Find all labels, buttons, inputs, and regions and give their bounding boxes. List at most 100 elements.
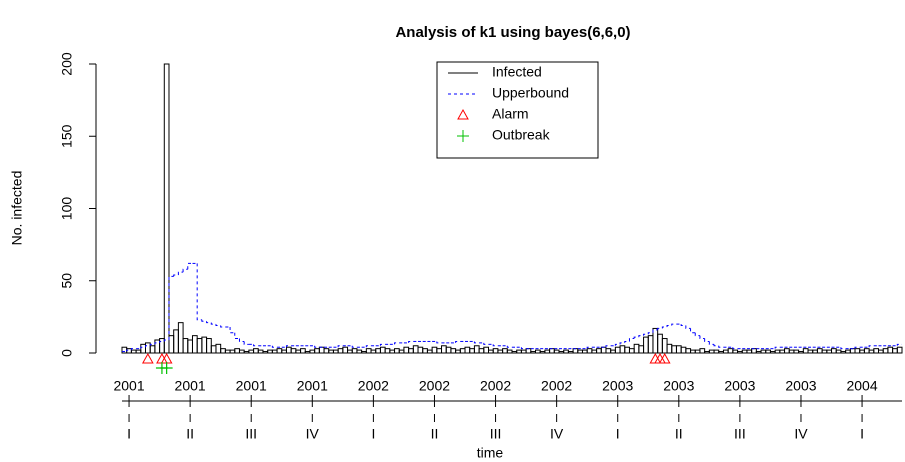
upperbound-step [840, 347, 846, 350]
bar [337, 348, 344, 354]
bar [210, 345, 217, 354]
bar [722, 349, 729, 354]
bar [577, 349, 583, 354]
bar [342, 346, 349, 354]
bar [831, 348, 837, 354]
upperbound-step [220, 325, 226, 328]
upperbound-step [614, 343, 621, 346]
y-tick-label: 150 [59, 124, 75, 148]
upperbound-step [238, 338, 245, 342]
bar [727, 348, 734, 354]
bar [304, 351, 311, 354]
upperbound-step [455, 340, 461, 343]
bar [624, 346, 630, 354]
upperbound-step [605, 345, 611, 348]
upperbound-step [187, 262, 193, 270]
bar [177, 322, 184, 354]
bar [285, 346, 292, 354]
upperbound-step [234, 332, 240, 340]
upperbound-step [126, 349, 132, 352]
upperbound-step [694, 332, 700, 337]
bar [398, 349, 405, 354]
bar [375, 348, 381, 354]
upperbound-step [619, 342, 625, 345]
bar [586, 348, 593, 354]
upperbound-step [652, 329, 658, 333]
quarter-tick-label: I [371, 426, 375, 442]
bar [422, 348, 428, 354]
bar [450, 348, 457, 354]
bar [666, 343, 673, 354]
bar [347, 349, 353, 354]
bar [652, 327, 659, 354]
bar [614, 346, 621, 354]
bar [685, 348, 692, 354]
upperbound-step [130, 348, 137, 351]
bar [765, 349, 771, 354]
upperbound-step [680, 324, 686, 327]
bar [798, 351, 804, 354]
quarter-tick-label: III [245, 426, 257, 442]
bar [445, 346, 452, 354]
bar [511, 351, 518, 354]
bar [309, 349, 316, 354]
bar [661, 338, 668, 354]
legend-label: Infected [492, 64, 542, 80]
legend-box [436, 61, 599, 159]
bar [633, 343, 640, 354]
bar [502, 348, 508, 354]
bar [816, 348, 823, 354]
bar [558, 351, 565, 354]
x-axis-label: time [477, 445, 504, 461]
upperbound-step [628, 338, 635, 342]
bar [455, 349, 461, 354]
upperbound-step [868, 345, 874, 348]
x-tick-label: 2001 [113, 378, 144, 394]
bar [469, 348, 475, 354]
bar [140, 343, 146, 354]
bar [539, 351, 546, 354]
bar [314, 348, 320, 354]
upperbound-step [854, 346, 860, 349]
bar [896, 346, 903, 354]
upperbound-step [154, 342, 160, 345]
quarter-tick-label: II [675, 426, 683, 442]
bar [549, 348, 555, 354]
x-tick-label: 2003 [602, 378, 633, 394]
x-tick-label: 2003 [724, 378, 755, 394]
quarter-tick-label: III [734, 426, 746, 442]
upperbound-step [774, 346, 780, 349]
upperbound-step [196, 263, 202, 321]
y-tick-label: 50 [59, 273, 75, 289]
quarter-tick-label: I [860, 426, 864, 442]
bar [234, 348, 240, 354]
bar [441, 345, 447, 354]
bar [699, 348, 706, 354]
bar [845, 349, 851, 354]
bar [215, 343, 222, 354]
bar [849, 348, 856, 354]
bar [238, 349, 245, 354]
bar [379, 346, 386, 354]
upperbound-step [896, 343, 902, 346]
upperbound-step [666, 325, 672, 327]
upperbound-step [243, 341, 249, 345]
bar [276, 348, 283, 354]
bar [253, 348, 259, 354]
bar [323, 348, 330, 354]
bar [882, 348, 889, 354]
upperbound-step [140, 346, 146, 349]
bar [497, 349, 504, 354]
x-tick-label: 2001 [297, 378, 328, 394]
bar [605, 348, 612, 354]
bar [290, 348, 297, 354]
bar [868, 349, 875, 354]
upperbound-step [159, 340, 165, 343]
bar [163, 63, 170, 354]
bar [863, 348, 870, 354]
bar [704, 351, 710, 354]
bar [741, 349, 748, 354]
bar [351, 348, 358, 354]
bar [774, 349, 781, 354]
